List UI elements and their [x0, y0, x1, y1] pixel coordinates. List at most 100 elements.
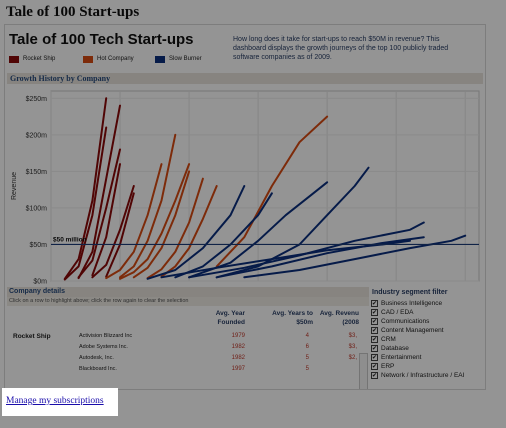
page-title: Tale of 100 Start-ups: [6, 4, 140, 20]
series-line: [77, 104, 121, 280]
series-line: [91, 163, 121, 277]
filter-item[interactable]: ✔ CAD / EDA: [371, 308, 483, 317]
checkbox[interactable]: ✔: [371, 345, 378, 352]
filter-item[interactable]: ✔ Entertainment: [371, 353, 483, 362]
series-line: [160, 185, 218, 278]
col-header-avg-revenue[interactable]: Avg. Revenu (2008: [319, 310, 359, 326]
filter-item-label: Business Intelligence: [381, 300, 443, 307]
manage-subscriptions-box: Manage my subscriptions: [2, 388, 118, 416]
industry-filter-title: Industry segment filter: [372, 289, 448, 296]
table-row[interactable]: Adobe Systems Inc. 1982 6 $3,: [7, 342, 363, 353]
y-tick-label: $250m: [26, 96, 48, 103]
manage-subscriptions-link[interactable]: Manage my subscriptions: [6, 396, 104, 406]
filter-item-label: Network / Infrastructure / EAI: [381, 372, 465, 379]
growth-chart[interactable]: 051015202530$0m$50m$100m$150m$200m$250mR…: [5, 85, 485, 285]
year-founded: 1982: [231, 355, 245, 361]
checkbox[interactable]: ✔: [371, 300, 378, 307]
series-line: [146, 177, 204, 280]
company-details-instruction: Click on a row to highlight above; click…: [7, 297, 369, 306]
year-founded: 1982: [231, 344, 245, 350]
vertical-scrollbar[interactable]: [359, 353, 368, 389]
filter-item-label: CRM: [381, 336, 396, 343]
checkbox[interactable]: ✔: [371, 309, 378, 316]
series-line: [146, 185, 246, 280]
series-line: [243, 234, 467, 279]
dashboard-title: Tale of 100 Tech Start-ups: [9, 31, 194, 48]
company-name: Autodesk, Inc.: [79, 355, 114, 361]
series-line: [215, 166, 370, 279]
company-details-title: Company details: [7, 287, 369, 297]
filter-item-label: ERP: [381, 363, 395, 370]
table-row[interactable]: Blackboard Inc. 1997 5: [7, 364, 363, 375]
series-line: [215, 236, 425, 279]
legend-swatch: [9, 55, 19, 63]
year-founded: 1997: [231, 366, 245, 372]
series-line: [63, 97, 108, 280]
years-to-50m: 6: [305, 344, 309, 350]
legend-swatch: [155, 55, 165, 63]
checkbox[interactable]: ✔: [371, 354, 378, 361]
legend-item-hot-company[interactable]: Hot Company: [83, 55, 134, 63]
industry-filter-list: ✔ Business Intelligence ✔ CAD / EDA ✔ Communi…: [371, 299, 483, 380]
checkbox[interactable]: ✔: [371, 327, 378, 334]
year-founded: 1979: [231, 333, 245, 339]
filter-item-label: Database: [381, 345, 409, 352]
table-row[interactable]: Autodesk, Inc. 1982 5 $2,: [7, 353, 363, 364]
series-line: [188, 221, 425, 279]
y-tick-label: $150m: [26, 169, 48, 176]
legend-label: Rocket Ship: [23, 56, 56, 62]
avg-revenue: $3,: [348, 333, 357, 339]
checkbox[interactable]: ✔: [371, 372, 378, 379]
col-header-year-founded[interactable]: Avg. Year Founded: [215, 310, 245, 326]
checkbox[interactable]: ✔: [371, 363, 378, 370]
series-line: [105, 163, 163, 280]
filter-item[interactable]: ✔ Communications: [371, 317, 483, 326]
series-line: [77, 148, 121, 279]
legend-item-slow-burner[interactable]: Slow Burner: [155, 55, 202, 63]
growth-section-header: Growth History by Company: [7, 73, 483, 84]
industry-filter-panel: Industry segment filter ✔ Business Intell…: [371, 287, 483, 389]
filter-item[interactable]: ✔ CRM: [371, 335, 483, 344]
filter-item[interactable]: ✔ ERP: [371, 362, 483, 371]
checkbox[interactable]: ✔: [371, 318, 378, 325]
table-row[interactable]: Rocket Ship Activision Blizzard Inc 1979…: [7, 331, 363, 342]
company-name: Activision Blizzard Inc: [79, 333, 133, 339]
dashboard-panel: Tale of 100 Tech Start-ups How long does…: [4, 24, 486, 390]
filter-item[interactable]: ✔ Network / Infrastructure / EAI: [371, 371, 483, 380]
legend-item-rocket-ship[interactable]: Rocket Ship: [9, 55, 55, 63]
series-line: [119, 163, 191, 280]
filter-item[interactable]: ✔ Content Management: [371, 326, 483, 335]
y-tick-label: $200m: [26, 132, 48, 139]
legend-label: Slow Burner: [169, 56, 202, 62]
avg-revenue: $3,: [348, 344, 357, 350]
filter-item-label: CAD / EDA: [381, 309, 414, 316]
reference-line-label: $50 million: [53, 236, 87, 243]
filter-item-label: Entertainment: [381, 354, 422, 361]
filter-item[interactable]: ✔ Database: [371, 344, 483, 353]
series-line: [63, 126, 108, 281]
legend-swatch: [83, 55, 93, 63]
filter-item[interactable]: ✔ Business Intelligence: [371, 299, 483, 308]
years-to-50m: 5: [305, 366, 309, 372]
y-tick-label: $50m: [29, 242, 47, 249]
series-line: [215, 115, 329, 268]
company-name: Adobe Systems Inc.: [79, 344, 128, 350]
avg-revenue: $2,: [348, 355, 357, 361]
series-line: [188, 181, 329, 279]
dashboard-description: How long does it take for start-ups to r…: [233, 36, 449, 61]
legend-label: Hot Company: [97, 56, 134, 62]
series-line: [132, 170, 191, 279]
filter-item-label: Content Management: [381, 327, 444, 334]
company-details-panel: Company details Click on a row to highli…: [7, 287, 369, 389]
y-axis-label: Revenue: [11, 172, 18, 200]
series-line: [91, 185, 135, 279]
y-tick-label: $0m: [33, 279, 47, 286]
col-header-years-to-50m[interactable]: Avg. Years to $50m: [272, 310, 313, 326]
company-name: Blackboard Inc.: [79, 366, 117, 372]
series-line: [119, 133, 177, 279]
years-to-50m: 5: [305, 355, 309, 361]
checkbox[interactable]: ✔: [371, 336, 378, 343]
filter-item-label: Communications: [381, 318, 430, 325]
y-tick-label: $100m: [26, 205, 48, 212]
